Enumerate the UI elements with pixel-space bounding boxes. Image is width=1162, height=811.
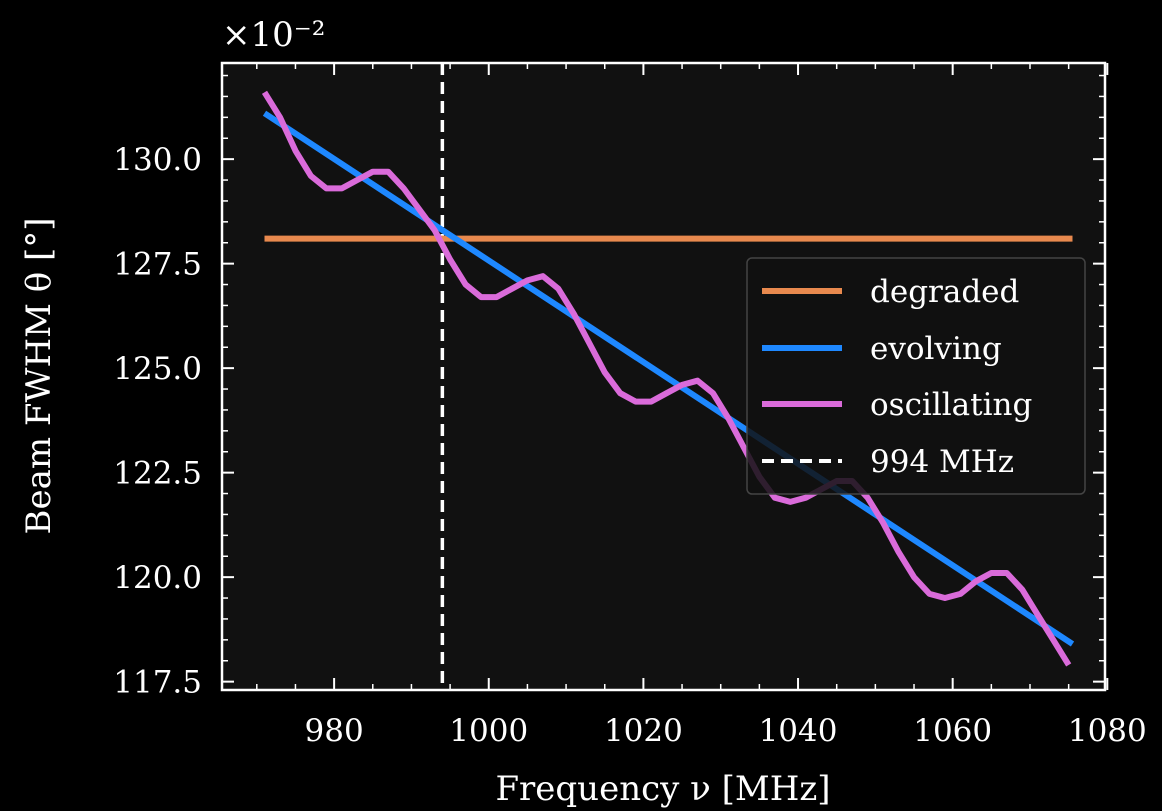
- legend: degraded evolving oscillating 994 MHz: [746, 257, 1086, 495]
- legend-label-evolving: evolving: [870, 331, 1002, 367]
- y-tick-label: 117.5: [113, 665, 202, 701]
- y-tick-label: 127.5: [113, 247, 202, 283]
- x-tick-label: 980: [305, 713, 364, 749]
- plot-frame: [220, 61, 1107, 692]
- legend-label-oscillating: oscillating: [870, 387, 1032, 423]
- series-layer: [261, 63, 1075, 690]
- x-tick-label: 1040: [759, 713, 838, 749]
- ticks-layer: 980 1000 1020 1040 1060 1080 117.5 120.0 122.5 12…: [113, 63, 1147, 749]
- x-axis-label: Frequency ν [MHz]: [495, 769, 830, 809]
- x-tick-label: 1060: [913, 713, 992, 749]
- x-tick-label: 1020: [604, 713, 683, 749]
- series-line-evolving: [262, 110, 1075, 647]
- x-tick-label: 1080: [1068, 713, 1147, 749]
- offset-label: ×10⁻²: [222, 15, 325, 55]
- y-tick-label: 130.0: [113, 142, 202, 178]
- y-tick-label: 125.0: [113, 351, 202, 387]
- series-line-oscillating: [261, 90, 1072, 667]
- y-tick-label: 120.0: [113, 560, 202, 596]
- y-axis-label: Beam FWHM θ [°]: [19, 217, 59, 534]
- legend-box: [746, 257, 1086, 495]
- y-tick-label: 122.5: [113, 456, 202, 492]
- legend-label-degraded: degraded: [870, 274, 1019, 310]
- x-tick-label: 1000: [449, 713, 528, 749]
- legend-label-vline: 994 MHz: [870, 444, 1014, 480]
